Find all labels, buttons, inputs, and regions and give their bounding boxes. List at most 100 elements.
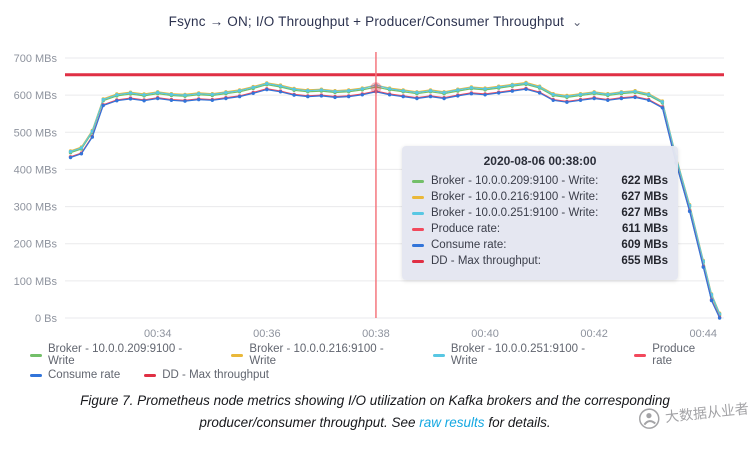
series-line [70, 88, 721, 319]
series-point [183, 93, 187, 97]
chart-tooltip: 2020-08-06 00:38:00 Broker - 10.0.0.209:… [402, 146, 678, 280]
series-point [101, 97, 105, 102]
series-point [347, 94, 351, 99]
series-point [537, 85, 542, 89]
series-point [456, 88, 460, 92]
series-point [469, 86, 474, 90]
series-point [101, 103, 105, 108]
series-point [565, 94, 569, 98]
series-point [442, 90, 446, 95]
legend-swatch-icon [432, 353, 445, 357]
caption-text-before: Figure 7. Prometheus node metrics showin… [80, 393, 670, 430]
series-point [660, 106, 665, 110]
tooltip-series-value: 622 MBs [621, 175, 668, 187]
watermark-stamp-icon [638, 408, 660, 429]
hover-point-marker [370, 82, 382, 94]
series-line [70, 82, 721, 315]
series-point [619, 90, 624, 95]
watermark: 大数据从业者 [637, 397, 750, 430]
series-point [183, 99, 187, 103]
series-point [265, 81, 269, 86]
legend-row: Broker - 10.0.0.209:9100 - Write Broker -… [30, 343, 740, 367]
legend-item[interactable]: Broker - 10.0.0.251:9100 - Write [432, 343, 610, 367]
series-point [142, 93, 146, 97]
series-point [497, 91, 501, 95]
y-axis-tick-label: 100 MBs [14, 276, 58, 288]
tooltip-row: DD - Max throughput: 655 MBs [412, 255, 668, 267]
series-point [68, 149, 73, 154]
series-point [237, 94, 242, 99]
legend-swatch-icon [30, 373, 42, 377]
x-axis-tick-label: 00:44 [690, 328, 718, 340]
tooltip-series-value: 627 MBs [621, 207, 668, 219]
series-point [483, 87, 487, 91]
tooltip-row: Broker - 10.0.0.209:9100 - Write: 622 MBs [412, 175, 668, 187]
y-axis-tick-label: 500 MBs [14, 127, 58, 139]
raw-results-link[interactable]: raw results [419, 415, 485, 430]
legend-item[interactable]: Broker - 10.0.0.216:9100 - Write [231, 343, 408, 367]
series-point [401, 94, 405, 99]
legend-item-label: Broker - 10.0.0.251:9100 - Write [450, 343, 586, 367]
legend-item-label: Produce rate [652, 343, 696, 367]
series-point [169, 92, 174, 97]
series-point [265, 87, 269, 92]
series-point [551, 92, 555, 97]
series-point [524, 81, 528, 85]
series-point [156, 90, 160, 95]
tooltip-rows: Broker - 10.0.0.209:9100 - Write: 622 MBs… [412, 175, 668, 267]
series-point [469, 92, 474, 96]
tooltip-timestamp: 2020-08-06 00:38:00 [483, 154, 597, 168]
series-point [333, 95, 337, 100]
series-point [90, 129, 95, 133]
series-point [156, 96, 160, 101]
legend-item[interactable]: DD - Max throughput [144, 369, 269, 381]
tooltip-series-label: Produce rate: [431, 223, 501, 235]
series-point [578, 98, 583, 102]
series-point [79, 146, 84, 150]
x-axis-tick-label: 00:34 [144, 328, 172, 340]
series-point [687, 209, 692, 214]
series-point [278, 90, 283, 94]
series-point [578, 92, 583, 97]
series-point [401, 89, 405, 93]
caption-text-after: for details. [484, 415, 551, 430]
series-point [606, 98, 610, 102]
series-point [347, 89, 351, 93]
legend-item[interactable]: Produce rate [634, 343, 716, 367]
series-point [497, 85, 501, 89]
tooltip-series-value: 609 MBs [621, 239, 668, 251]
tooltip-row: Broker - 10.0.0.251:9100 - Write: 627 MBs [412, 207, 668, 219]
tooltip-series-value: 611 MBs [621, 223, 668, 235]
series-point [701, 265, 705, 269]
tooltip-row: Produce rate: 611 MBs [412, 223, 668, 235]
series-point [292, 87, 296, 91]
series-point [224, 90, 228, 95]
legend-item-label: Broker - 10.0.0.216:9100 - Write [249, 343, 384, 367]
series-point [128, 97, 133, 101]
series-point [524, 87, 528, 91]
tooltip-series-value: 655 MBs [621, 255, 668, 267]
series-point [142, 99, 146, 103]
chart-canvas[interactable]: 0 Bs 100 MBs 200 MBs 300 MBs 400 MBs 500 MBs 6… [0, 40, 751, 345]
series-line [70, 83, 721, 316]
legend-item[interactable]: Broker - 10.0.0.209:9100 - Write [30, 343, 207, 367]
chevron-down-icon[interactable]: ⌄ [572, 15, 583, 29]
panel-title[interactable]: Fsync → ON; I/O Throughput + Producer/Co… [0, 14, 751, 29]
series-point [128, 91, 133, 95]
series-point [210, 92, 214, 97]
series-point [428, 94, 433, 99]
legend-item[interactable]: Consume rate [30, 369, 120, 381]
series-point [197, 92, 201, 96]
series-point [360, 87, 364, 91]
series-point [197, 97, 201, 102]
series-point [387, 93, 392, 97]
series-point [90, 135, 95, 139]
series-color-icon [412, 211, 424, 215]
series-line [70, 87, 721, 318]
y-axis-tick-label: 300 MBs [14, 202, 58, 214]
series-point [428, 89, 433, 93]
legend-row: Consume rate DD - Max throughput [30, 365, 740, 385]
series-point [565, 100, 569, 104]
y-axis-tick-label: 700 MBs [14, 53, 58, 65]
